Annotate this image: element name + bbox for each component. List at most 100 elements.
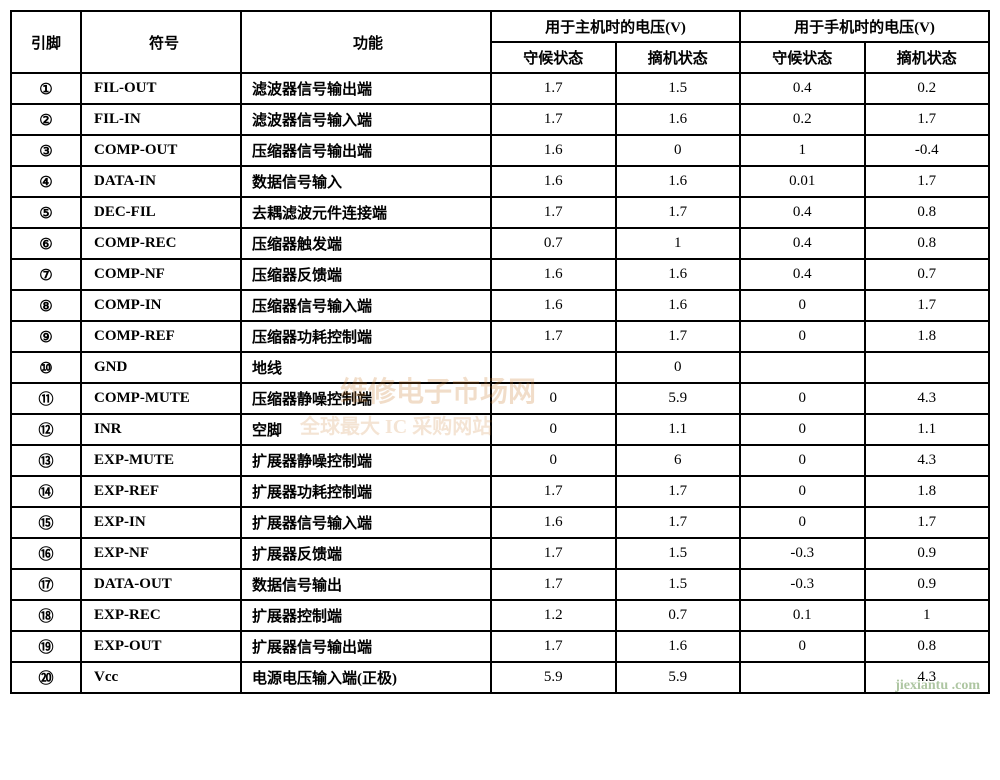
table-header: 引脚 符号 功能 用于主机时的电压(V) 用于手机时的电压(V) 守候状态 摘机… [11,11,989,73]
cell-pin: ⑨ [11,321,81,352]
header-symbol: 符号 [81,11,241,73]
cell-voltage: 0.4 [740,197,865,228]
cell-voltage: 1.1 [865,414,990,445]
cell-voltage: 1.6 [491,166,616,197]
cell-function: 滤波器信号输出端 [241,73,491,104]
cell-pin: ⑳ [11,662,81,693]
cell-voltage: 0.2 [865,73,990,104]
cell-voltage: 1.5 [616,569,741,600]
cell-voltage: 0 [740,383,865,414]
table-row: ⑭EXP-REF扩展器功耗控制端1.71.701.8 [11,476,989,507]
cell-voltage: 0 [616,352,741,383]
cell-voltage: 1.6 [616,290,741,321]
cell-voltage: 0.8 [865,197,990,228]
cell-voltage: 0.01 [740,166,865,197]
table-row: ⑧COMP-IN压缩器信号输入端1.61.601.7 [11,290,989,321]
cell-symbol: EXP-IN [81,507,241,538]
cell-voltage: 0 [740,476,865,507]
table-row: ⑫INR空脚01.101.1 [11,414,989,445]
cell-symbol: COMP-REF [81,321,241,352]
cell-pin: ② [11,104,81,135]
cell-voltage: 0 [491,383,616,414]
table-row: ⑥COMP-REC压缩器触发端0.710.40.8 [11,228,989,259]
cell-symbol: EXP-MUTE [81,445,241,476]
cell-function: 扩展器静噪控制端 [241,445,491,476]
cell-symbol: DEC-FIL [81,197,241,228]
table-row: ⑮EXP-IN扩展器信号输入端1.61.701.7 [11,507,989,538]
table-row: ⑦COMP-NF压缩器反馈端1.61.60.40.7 [11,259,989,290]
cell-voltage: 1.7 [491,569,616,600]
cell-pin: ⑬ [11,445,81,476]
cell-voltage: 0 [740,507,865,538]
cell-voltage: 1.7 [491,73,616,104]
cell-voltage: 0.8 [865,228,990,259]
cell-voltage: 1.7 [616,476,741,507]
table-row: ⑱EXP-REC扩展器控制端1.20.70.11 [11,600,989,631]
cell-voltage: 0 [740,631,865,662]
cell-symbol: EXP-OUT [81,631,241,662]
cell-voltage [740,352,865,383]
cell-voltage: 1.1 [616,414,741,445]
cell-pin: ⑲ [11,631,81,662]
table-row: ⑰DATA-OUT数据信号输出1.71.5-0.30.9 [11,569,989,600]
cell-voltage: 0.7 [865,259,990,290]
cell-symbol: COMP-IN [81,290,241,321]
cell-symbol: DATA-IN [81,166,241,197]
cell-voltage: 1.6 [491,135,616,166]
cell-function: 电源电压输入端(正极) [241,662,491,693]
cell-voltage: 1.6 [616,631,741,662]
cell-voltage: 0.9 [865,569,990,600]
cell-voltage: 4.3 [865,662,990,693]
cell-voltage: 1 [740,135,865,166]
cell-voltage: 5.9 [616,383,741,414]
table-row: ⑩GND地线0 [11,352,989,383]
cell-voltage: 0.4 [740,259,865,290]
cell-voltage: 0 [740,321,865,352]
cell-pin: ⑰ [11,569,81,600]
cell-pin: ① [11,73,81,104]
cell-voltage [865,352,990,383]
cell-function: 压缩器功耗控制端 [241,321,491,352]
table-row: ④DATA-IN数据信号输入1.61.60.011.7 [11,166,989,197]
cell-voltage: 6 [616,445,741,476]
cell-symbol: COMP-NF [81,259,241,290]
cell-voltage: 1 [616,228,741,259]
cell-voltage: 1.7 [491,538,616,569]
cell-voltage: 1.7 [865,166,990,197]
cell-voltage: 1 [865,600,990,631]
cell-pin: ③ [11,135,81,166]
cell-voltage: 1.7 [491,321,616,352]
header-main-standby: 守候状态 [491,42,616,73]
table-body: ①FIL-OUT滤波器信号输出端1.71.50.40.2②FIL-IN滤波器信号… [11,73,989,693]
cell-voltage: 1.7 [865,104,990,135]
cell-voltage: 0 [740,445,865,476]
cell-voltage: 5.9 [491,662,616,693]
cell-function: 压缩器静噪控制端 [241,383,491,414]
cell-voltage: 1.6 [616,166,741,197]
table-row: ①FIL-OUT滤波器信号输出端1.71.50.40.2 [11,73,989,104]
cell-voltage: 1.8 [865,321,990,352]
cell-voltage: 0.7 [616,600,741,631]
header-hand-offhook: 摘机状态 [865,42,990,73]
table-row: ⑬EXP-MUTE扩展器静噪控制端0604.3 [11,445,989,476]
cell-voltage: 1.7 [491,631,616,662]
table-row: ⑨COMP-REF压缩器功耗控制端1.71.701.8 [11,321,989,352]
cell-voltage: 1.8 [865,476,990,507]
cell-symbol: COMP-REC [81,228,241,259]
cell-function: 压缩器信号输出端 [241,135,491,166]
cell-voltage: -0.4 [865,135,990,166]
cell-function: 地线 [241,352,491,383]
cell-pin: ⑫ [11,414,81,445]
cell-voltage: 1.7 [865,290,990,321]
cell-function: 扩展器功耗控制端 [241,476,491,507]
cell-pin: ⑪ [11,383,81,414]
cell-pin: ⑮ [11,507,81,538]
cell-pin: ⑩ [11,352,81,383]
cell-voltage: 0.2 [740,104,865,135]
cell-voltage: 1.6 [491,290,616,321]
cell-voltage: 0.4 [740,73,865,104]
table-row: ③COMP-OUT压缩器信号输出端1.601-0.4 [11,135,989,166]
cell-voltage: 0.1 [740,600,865,631]
cell-voltage: 1.7 [491,104,616,135]
cell-symbol: EXP-REF [81,476,241,507]
